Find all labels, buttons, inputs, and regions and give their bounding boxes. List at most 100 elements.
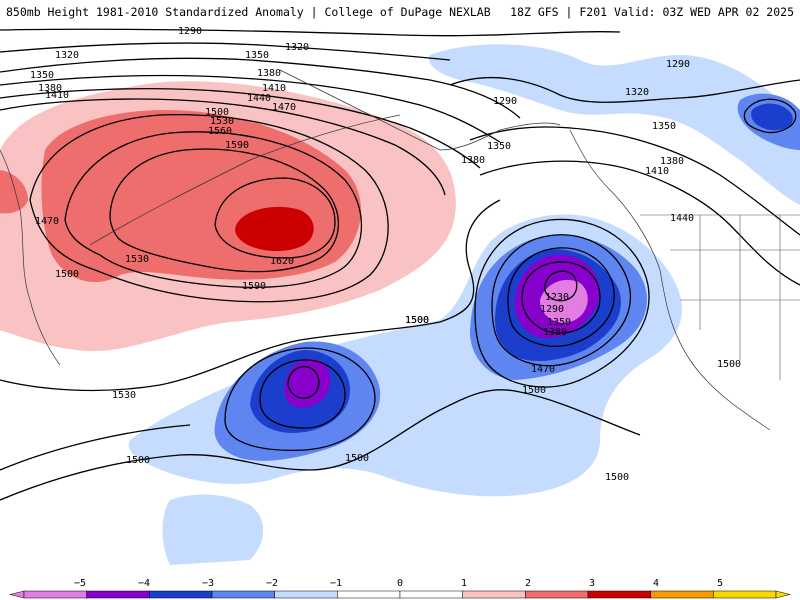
contour-label: 1320 (625, 87, 649, 98)
anomaly-colorbar: −5 −4 −3 −2 −1 0 1 2 3 4 5 (0, 574, 800, 600)
colorbar-ticks: −5 −4 −3 −2 −1 0 1 2 3 4 5 (74, 578, 723, 589)
colorbar-tick-label: −3 (202, 578, 214, 589)
colorbar-left-arrow (9, 590, 25, 599)
colorbar-right-arrow (775, 590, 791, 599)
contour-line (449, 76, 800, 103)
contour-label: 1290 (666, 59, 690, 70)
colorbar-tick-label: 0 (397, 578, 403, 589)
contour-label: 1500 (405, 315, 429, 326)
contour-line (469, 126, 800, 236)
contour-line (491, 234, 632, 367)
contour-line (743, 98, 797, 134)
contour-label: 1500 (405, 315, 429, 326)
contour-label: 1500 (605, 472, 629, 483)
colorbar-segment (274, 590, 338, 599)
contour-label: 1560 (208, 126, 232, 137)
contour-label: 1350 (652, 121, 676, 132)
model-run-info: 18Z GFS | F201 Valid: 03Z WED APR 02 202… (510, 5, 794, 19)
contour-line (214, 177, 336, 259)
anomaly-plus3-region (235, 206, 314, 252)
colorbar-tick-label: −5 (74, 578, 86, 589)
anomaly-map: 1290 1320 1350 1320 1350 1380 1410 1380 … (0, 26, 800, 565)
colorbar-segment (399, 590, 463, 599)
contour-line (224, 347, 376, 451)
colorbar-segment (211, 590, 275, 599)
contour-label: 1230 (545, 292, 569, 303)
colorbar-tick-label: 5 (717, 578, 723, 589)
contour-label: 1440 (247, 93, 271, 104)
contour-label: 1470 (531, 364, 555, 375)
political-borders (640, 214, 800, 380)
contour-line (0, 424, 191, 471)
colorbar-tick-label: 1 (461, 578, 467, 589)
contour-label: 1410 (262, 83, 286, 94)
contour-label: 1290 (178, 26, 202, 37)
contour-label: 1470 (272, 102, 296, 113)
contour-label: 1500 (345, 453, 369, 464)
contour-label: 1530 (125, 254, 149, 265)
contour-label: 1500 (717, 359, 741, 370)
contour-label: 1380 (660, 156, 684, 167)
contour-label: 1380 (461, 155, 485, 166)
colorbar-segment (525, 590, 589, 599)
contour-label: 1290 (540, 304, 564, 315)
contour-label: 1590 (242, 281, 266, 292)
contour-label: 1500 (55, 269, 79, 280)
colorbar-tick-label: −2 (266, 578, 278, 589)
contour-label: 1380 (257, 68, 281, 79)
contour-line (0, 74, 501, 143)
contour-line (109, 148, 339, 273)
contour-line (544, 270, 578, 302)
colorbar-tick-label: 2 (525, 578, 531, 589)
contour-label: 1350 (245, 50, 269, 61)
map-title: 850mb Height 1981-2010 Standardized Anom… (6, 5, 491, 19)
contour-label: 1350 (487, 141, 511, 152)
colorbar-segment (23, 590, 87, 599)
anomaly-shading (0, 44, 800, 565)
contour-line (0, 42, 451, 61)
colorbar-segment (462, 590, 526, 599)
contour-label: 1590 (225, 140, 249, 151)
contour-line (29, 114, 389, 303)
colorbar-segment (149, 590, 213, 599)
anomaly-minus3-region-ne (751, 103, 793, 131)
colorbar-segments (9, 590, 791, 599)
contour-label: 1620 (270, 256, 294, 267)
colorbar-segment (713, 590, 777, 599)
contour-line (0, 199, 501, 392)
contour-labels: 1290 1320 1350 1320 1350 1380 1410 1380 … (30, 26, 741, 483)
contour-line (0, 88, 481, 169)
contour-label: 1530 (210, 116, 234, 127)
contour-label: 1290 (493, 96, 517, 107)
west-coast (569, 129, 771, 431)
anomaly-minus4-region (284, 358, 331, 408)
contour-label: 1500 (126, 455, 150, 466)
contour-label: 1440 (670, 213, 694, 224)
colorbar-tick-label: −4 (138, 578, 150, 589)
contour-label: 1320 (285, 42, 309, 53)
contour-line (0, 57, 521, 119)
contour-line (287, 366, 320, 399)
alaska-coast (279, 69, 561, 151)
contour-label: 1470 (35, 216, 59, 227)
height-contours (0, 28, 800, 501)
colorbar-segment (86, 590, 150, 599)
anomaly-minus1-region-north (429, 44, 800, 206)
contour-label: 1320 (55, 50, 79, 61)
aleutian-chain (89, 114, 401, 246)
contour-line (64, 131, 363, 288)
contour-line (0, 28, 621, 37)
map-header: 850mb Height 1981-2010 Standardized Anom… (0, 0, 800, 24)
contour-label: 1350 (30, 70, 54, 81)
contour-line (507, 247, 615, 347)
contour-label: 1350 (547, 317, 571, 328)
contour-line (259, 359, 346, 429)
anomaly-minus1-region-south (162, 494, 264, 565)
contour-label: 1410 (645, 166, 669, 177)
contour-line (474, 218, 650, 388)
contour-label: 1380 (543, 327, 567, 338)
anomaly-plus2-region-left (0, 170, 28, 214)
contour-line (0, 98, 446, 196)
contour-line (521, 261, 601, 334)
colorbar-segment (650, 590, 714, 599)
